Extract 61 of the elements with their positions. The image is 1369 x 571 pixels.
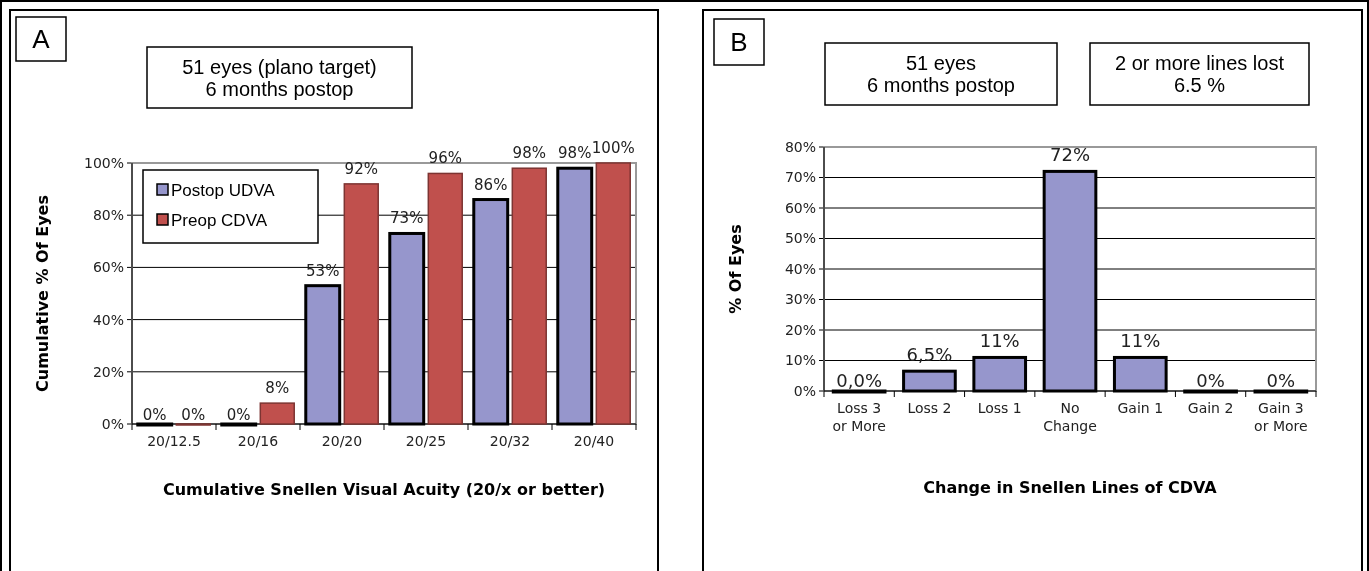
text: 51 eyes (plano target) 6 months postop <box>182 55 377 100</box>
x-tick-label: 20/20 <box>321 433 363 449</box>
bar <box>427 172 463 425</box>
y-tick-label: 20% <box>92 363 124 380</box>
data-label: 0% <box>142 406 167 424</box>
bar <box>343 183 379 425</box>
text: B <box>730 27 748 58</box>
y-tick-label: 40% <box>92 311 124 328</box>
data-label: 0% <box>1266 370 1296 391</box>
x-tick-label: 20/16 <box>237 433 279 449</box>
data-label: 100% <box>591 139 635 157</box>
y-tick-label: 10% <box>784 352 816 369</box>
data-label: 96% <box>428 149 462 168</box>
text: A <box>32 24 51 55</box>
y-tick-label: 20% <box>784 321 816 338</box>
legend-label: Postop UDVA <box>171 180 276 200</box>
bar <box>259 402 295 425</box>
x-tick-label: 20/40 <box>573 433 615 449</box>
bar <box>511 167 547 425</box>
data-label: 0% <box>1196 370 1225 391</box>
data-label: 8% <box>265 379 290 398</box>
y-tick-label: 30% <box>784 291 816 308</box>
y-tick-label: 100% <box>83 154 124 171</box>
y-tick-label: 60% <box>784 199 816 216</box>
x-tick-label: Gain 2 <box>1187 400 1234 416</box>
x-tick-label: Loss 3 or More <box>832 400 886 434</box>
legend-label: Preop CDVA <box>171 210 268 230</box>
y-tick-label: 40% <box>784 260 816 277</box>
data-label: 0% <box>226 406 251 424</box>
data-label: 6,5% <box>906 344 953 366</box>
data-label: 11% <box>979 330 1020 352</box>
y-tick-label: 70% <box>784 169 816 186</box>
text: 2 or more lines lost 6.5 % <box>1115 52 1285 97</box>
y-tick-label: 60% <box>92 259 124 276</box>
x-tick-label: No Change <box>1043 400 1097 434</box>
x-tick-label: 20/32 <box>489 433 531 449</box>
text: 51 eyes 6 months postop <box>867 52 1015 97</box>
data-label: 72% <box>1049 144 1091 166</box>
x-tick-label: Loss 1 <box>977 400 1022 416</box>
y-tick-label: 0% <box>101 415 124 432</box>
data-label: 11% <box>1120 330 1161 352</box>
data-label: 0,0% <box>836 370 883 391</box>
x-axis-title: Cumulative Snellen Visual Acuity (20/x or better) <box>162 480 606 499</box>
y-tick-label: 0% <box>793 382 816 399</box>
y-tick-label: 50% <box>784 230 816 247</box>
data-label: 0% <box>181 406 206 424</box>
x-tick-label: 20/25 <box>405 433 447 449</box>
x-tick-label: Loss 2 <box>907 400 952 416</box>
data-label: 98% <box>558 144 592 163</box>
y-tick-label: 80% <box>92 207 124 224</box>
y-axis-title: Cumulative % Of Eyes <box>32 195 52 392</box>
x-tick-label: 20/12.5 <box>147 433 201 449</box>
y-tick-label: 80% <box>784 138 816 155</box>
data-label: 92% <box>344 159 378 178</box>
bar <box>595 162 631 425</box>
data-label: 98% <box>512 144 546 163</box>
x-axis-title: Change in Snellen Lines of CDVA <box>923 478 1218 497</box>
data-label: 86% <box>474 175 508 194</box>
x-tick-label: Gain 1 <box>1117 400 1164 416</box>
y-axis-title: % Of Eyes <box>725 224 745 314</box>
x-tick-label: Gain 3 or More <box>1254 400 1308 434</box>
